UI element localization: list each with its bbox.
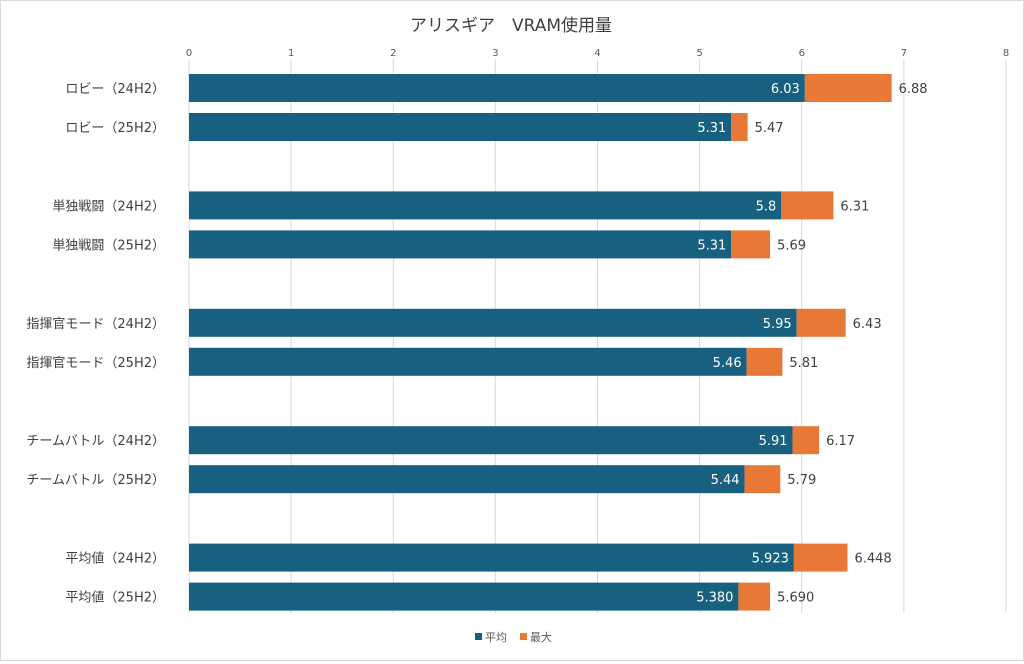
category-label: 単独戦闘（24H2） [52,198,165,214]
bar-max [746,347,783,376]
x-tick-label: 0 [186,48,192,59]
data-label-average: 5.380 [696,591,733,606]
bar-average [189,426,793,455]
bar-average [189,113,732,141]
category-label: ロビー（25H2） [65,121,165,136]
legend-swatch [475,633,482,640]
chart-title: アリスギア VRAM使用量 [410,15,612,36]
data-label-max: 6.31 [840,199,869,214]
x-tick-label: 4 [594,48,600,59]
category-label: 指揮官モード（25H2） [26,355,165,371]
category-label: 平均値（24H2） [65,551,165,567]
x-tick-label: 5 [696,48,702,59]
x-axis-ticks: 0 1 2 3 4 5 6 7 8 [186,48,1009,59]
data-label-max: 5.690 [777,591,814,606]
bar-max [731,230,771,259]
data-label-average: 5.44 [711,473,740,488]
x-tick-label: 8 [1003,48,1009,59]
data-label-max: 5.69 [777,238,806,253]
x-tick-label: 3 [492,48,498,59]
legend-swatch [520,633,527,640]
category-label: 平均値（25H2） [65,590,165,606]
category-label: 指揮官モード（24H2） [26,316,165,332]
bar-average [189,308,797,337]
bar-average [189,347,747,376]
bar-average [189,230,732,259]
bars [189,74,892,611]
data-label-max: 6.43 [853,317,882,332]
data-label-average: 5.8 [756,199,777,214]
category-label: チームバトル（25H2） [26,473,165,488]
data-label-max: 6.88 [899,82,928,97]
data-label-max: 5.47 [755,121,784,136]
category-label: 単独戦闘（25H2） [52,237,165,253]
legend: 平均 最大 [475,630,552,644]
data-label-max: 5.79 [787,473,816,488]
bar-average [189,543,794,572]
bar-max [804,74,892,102]
data-label-average: 5.91 [759,434,788,449]
category-label: チームバトル（24H2） [26,434,165,449]
x-tick-label: 1 [288,48,294,59]
bar-max [792,426,820,455]
bar-max [731,113,748,141]
category-label: ロビー（24H2） [65,82,165,97]
bar-average [189,191,782,220]
legend-label: 最大 [530,630,552,644]
bar-max [796,308,846,337]
data-label-average: 6.03 [771,82,800,97]
category-labels: ロビー（24H2） ロビー（25H2） 単独戦闘（24H2） 単独戦闘（25H2） 指揮… [26,82,165,606]
bar-average [189,582,739,611]
data-labels: 6.03 6.88 5.31 5.47 5.8 6.31 5.31 5.69 5.95 6.43 5… [696,82,927,606]
x-tick-label: 6 [799,48,805,59]
bar-max [744,465,781,494]
legend-label: 平均 [485,631,507,644]
x-tick-label: 2 [390,48,396,59]
bar-max [781,191,834,220]
bar-max [793,543,848,572]
data-label-average: 5.46 [713,356,742,371]
bar-average [189,74,805,102]
data-label-max: 6.17 [826,434,855,449]
data-label-average: 5.95 [763,317,792,332]
bar-max [738,582,771,611]
data-label-max: 5.81 [789,356,818,371]
bar-average [189,465,745,494]
data-label-average: 5.31 [697,121,726,136]
data-label-average: 5.31 [697,238,726,253]
data-label-max: 6.448 [855,552,892,567]
x-tick-label: 7 [901,48,907,59]
data-label-average: 5.923 [752,552,789,567]
